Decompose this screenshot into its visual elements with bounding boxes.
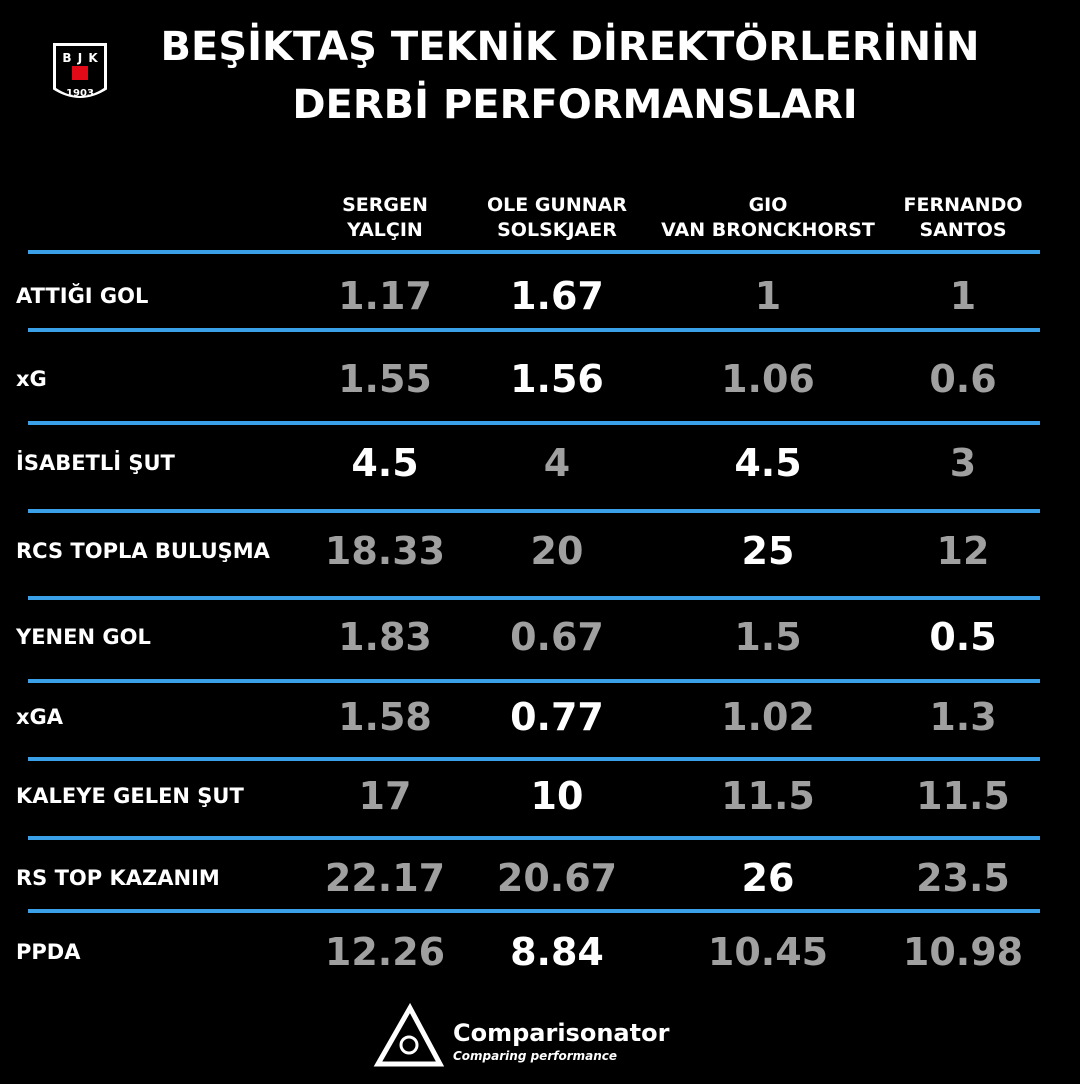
cell-value: 4.5 [734, 441, 801, 485]
column-header: YALÇIN [346, 219, 423, 241]
row-label: PPDA [16, 940, 81, 964]
cell-value: 20 [531, 529, 584, 573]
cell-value: 26 [742, 856, 795, 900]
cell-value: 20.67 [497, 856, 617, 900]
cell-value: 4 [544, 441, 570, 485]
row-label: İSABETLİ ŞUT [16, 450, 176, 475]
cell-value: 1.55 [338, 357, 432, 401]
footer-logo-swirl [399, 1035, 419, 1055]
column-header: VAN BRONCKHORST [661, 219, 875, 241]
cell-value: 11.5 [721, 774, 815, 818]
footer-tagline: Comparing performance [453, 1049, 617, 1063]
cell-value: 10.98 [903, 930, 1023, 974]
logo-year: 1903 [66, 88, 94, 99]
cell-value: 1.06 [721, 357, 815, 401]
cell-value: 0.77 [510, 695, 604, 739]
cell-value: 0.67 [510, 615, 604, 659]
cell-value: 18.33 [325, 529, 445, 573]
title-line: DERBİ PERFORMANSLARI [292, 80, 857, 128]
row-label: YENEN GOL [15, 625, 151, 649]
column-header: SERGEN [342, 194, 428, 216]
cell-value: 1.56 [510, 357, 604, 401]
footer-logo [373, 1002, 445, 1067]
cell-value: 11.5 [916, 774, 1010, 818]
footer: Comparisonator Comparing performance [373, 1002, 670, 1067]
column-header: SOLSKJAER [497, 219, 617, 241]
row-label: RCS TOPLA BULUŞMA [16, 539, 271, 563]
cell-value: 10 [531, 774, 584, 818]
cell-value: 1.5 [734, 615, 801, 659]
cell-value: 3 [950, 441, 976, 485]
logo-flag [72, 66, 88, 80]
cell-value: 25 [742, 529, 795, 573]
cell-value: 1.58 [338, 695, 432, 739]
cell-value: 23.5 [916, 856, 1010, 900]
row-label: KALEYE GELEN ŞUT [16, 784, 244, 808]
title-line: BEŞİKTAŞ TEKNİK DİREKTÖRLERİNİN [161, 22, 980, 70]
cell-value: 1 [755, 274, 781, 318]
row-label: xG [16, 367, 47, 391]
cell-value: 1.17 [338, 274, 432, 318]
cell-value: 1.67 [510, 274, 604, 318]
row-label: xGA [16, 705, 64, 729]
cell-value: 0.5 [929, 615, 996, 659]
column-header: OLE GUNNAR [487, 194, 627, 216]
row-label: ATTIĞI GOL [16, 283, 148, 308]
cell-value: 1.02 [721, 695, 815, 739]
column-header: FERNANDO [903, 194, 1022, 216]
cell-value: 8.84 [510, 930, 604, 974]
footer-brand: Comparisonator [453, 1019, 670, 1047]
column-header: GIO [749, 194, 788, 216]
cell-value: 0.6 [929, 357, 996, 401]
cell-value: 1 [950, 274, 976, 318]
logo-letter: B [62, 51, 71, 65]
cell-value: 22.17 [325, 856, 445, 900]
cell-value: 4.5 [351, 441, 418, 485]
logo: B J K 1903 [51, 41, 109, 100]
logo-letter: K [88, 51, 98, 65]
column-header: SANTOS [919, 219, 1006, 241]
cell-value: 12 [937, 529, 990, 573]
cell-value: 1.3 [929, 695, 996, 739]
cell-value: 10.45 [708, 930, 828, 974]
row-label: RS TOP KAZANIM [16, 866, 220, 890]
cell-value: 1.83 [338, 615, 432, 659]
cell-value: 12.26 [325, 930, 445, 974]
cell-value: 17 [359, 774, 412, 818]
logo-letter: J [77, 51, 82, 65]
